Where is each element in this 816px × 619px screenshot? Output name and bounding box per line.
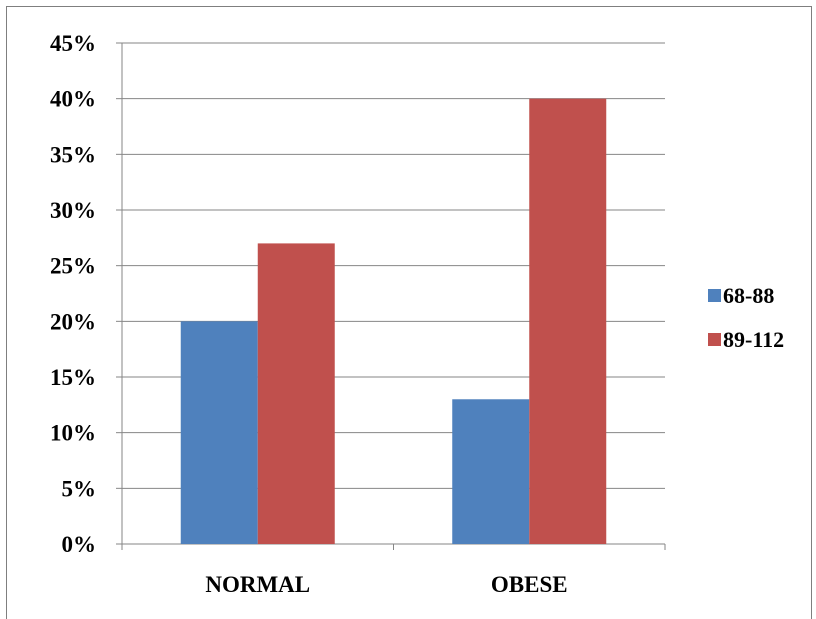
bars	[180, 98, 607, 545]
bar-89-112-OBESE	[529, 98, 607, 545]
legend-swatch-68-88	[708, 289, 721, 302]
y-tick-label: 10%	[50, 421, 96, 446]
x-tick-label: NORMAL	[205, 572, 310, 597]
bar-89-112-NORMAL	[257, 243, 335, 544]
y-tick-label: 15%	[50, 365, 96, 390]
x-tick-label: OBESE	[491, 572, 568, 597]
chart-frame	[6, 6, 812, 619]
y-tick-label: 35%	[50, 142, 96, 167]
y-tick-label: 45%	[50, 31, 96, 56]
y-tick-label: 0%	[62, 532, 97, 557]
y-tick-label: 40%	[50, 87, 96, 112]
legend: 68-88 89-112	[708, 283, 784, 352]
y-tick-label: 5%	[62, 476, 97, 501]
y-tick-labels: 0% 5% 10% 15% 20% 25% 30% 35% 40% 45%	[50, 31, 96, 557]
legend-swatch-89-112	[708, 333, 721, 346]
y-tick-label: 25%	[50, 254, 96, 279]
legend-label: 89-112	[723, 327, 784, 352]
bar-68-88-NORMAL	[180, 321, 258, 544]
legend-label: 68-88	[723, 283, 774, 308]
x-tick-labels: NORMAL OBESE	[205, 572, 567, 597]
y-tick-label: 20%	[50, 309, 96, 334]
y-tick-label: 30%	[50, 198, 96, 223]
bar-68-88-OBESE	[452, 399, 530, 544]
